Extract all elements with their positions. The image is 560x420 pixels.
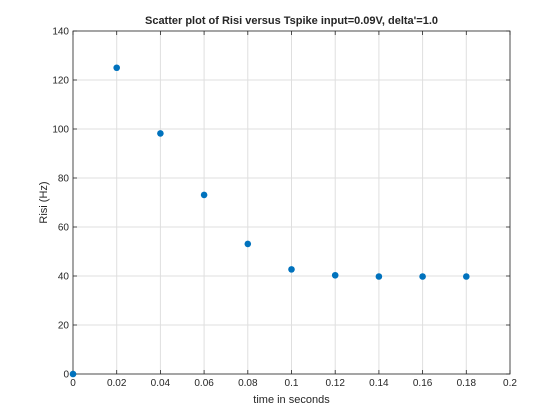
x-tick-label: 0.04 [151,378,171,389]
y-tick-label: 0 [63,370,69,381]
y-tick-label: 40 [58,272,70,283]
y-tick-label: 60 [58,223,70,234]
data-point [113,64,120,72]
x-tick-label: 0.1 [285,378,299,389]
x-tick-label: 0.16 [413,378,433,389]
y-tick-label: 140 [52,27,69,38]
x-tick-label: 0.12 [325,378,345,389]
data-point [69,370,77,378]
x-tick-label: 0.18 [457,378,477,389]
y-tick-label: 100 [52,125,69,136]
data-point [288,266,295,273]
x-tick-label: 0.02 [107,378,127,389]
chart-title: Scatter plot of Risi versus Tspike input… [145,15,438,27]
y-axis-label: Risi (Hz) [38,181,50,223]
tick-marks [72,30,511,375]
x-tick-label: 0.06 [194,378,214,389]
data-point [200,191,208,199]
x-tick-label: 0.2 [503,378,517,389]
y-tick-label: 20 [58,321,70,332]
data-point [244,240,252,248]
data-point [157,130,164,137]
data-point [375,273,383,280]
data-point [463,273,470,280]
x-tick-label: 0.08 [238,378,258,389]
x-tick-label: 0 [70,378,76,389]
data-point [419,273,426,280]
data-points [69,64,470,378]
data-point [331,271,339,279]
x-axis-label: time in seconds [253,394,330,406]
x-tick-label: 0.14 [369,378,389,389]
y-tick-label: 80 [58,174,70,185]
y-tick-label: 120 [52,76,69,87]
